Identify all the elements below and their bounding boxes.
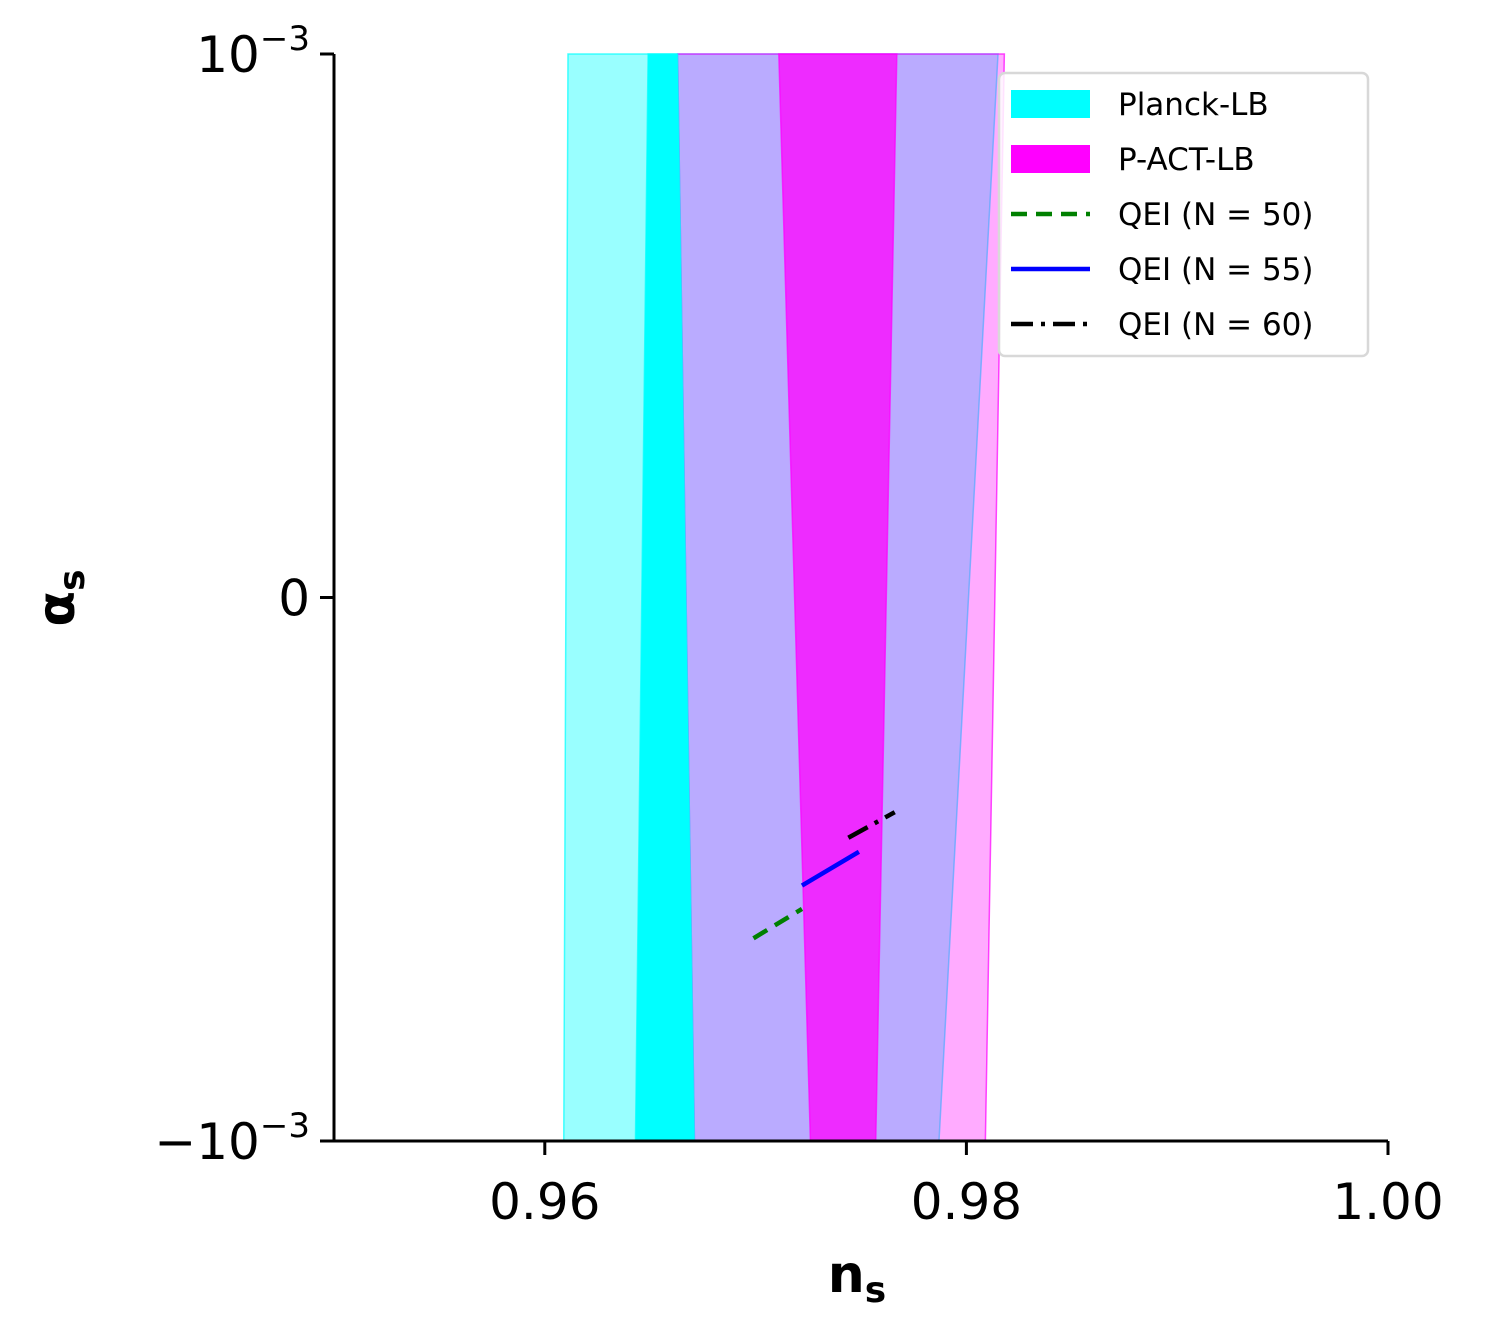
legend-label-qei-n-55: QEI (N = 55)	[1118, 252, 1314, 288]
legend: Planck-LB P-ACT-LB QEI (N = 50) QEI (N = 55…	[997, 71, 1370, 358]
y-tick-label: −10−3	[154, 1106, 310, 1171]
axes: 0.96 0.98 1.00 10−3 0 −10−3 ns αs	[27, 19, 1444, 1311]
legend-label-p-act-lb: P-ACT-LB	[1118, 142, 1255, 178]
qei-n-55-line	[800, 849, 861, 888]
y-tick-label: 10−3	[196, 19, 310, 84]
legend-label-qei-n-60: QEI (N = 60)	[1118, 307, 1314, 343]
y-tick-label: 0	[278, 570, 310, 628]
legend-label-planck-lb: Planck-LB	[1118, 87, 1269, 123]
legend-label-qei-n-50: QEI (N = 50)	[1118, 197, 1314, 233]
qei-lines	[752, 810, 896, 941]
qei-n-60-line	[847, 810, 896, 840]
y-axis-label: αs	[27, 569, 93, 626]
x-axis-label: ns	[828, 1245, 886, 1311]
x-tick-label: 0.98	[911, 1173, 1022, 1231]
legend-box	[997, 71, 1370, 358]
qei-n-50-line	[752, 907, 804, 941]
x-tick-label: 0.96	[489, 1173, 600, 1231]
x-tick-label: 1.00	[1332, 1173, 1443, 1231]
legend-swatch-planck-lb	[1011, 90, 1090, 118]
confidence-regions	[563, 53, 1006, 1142]
legend-swatch-p-act-lb	[1011, 145, 1090, 173]
